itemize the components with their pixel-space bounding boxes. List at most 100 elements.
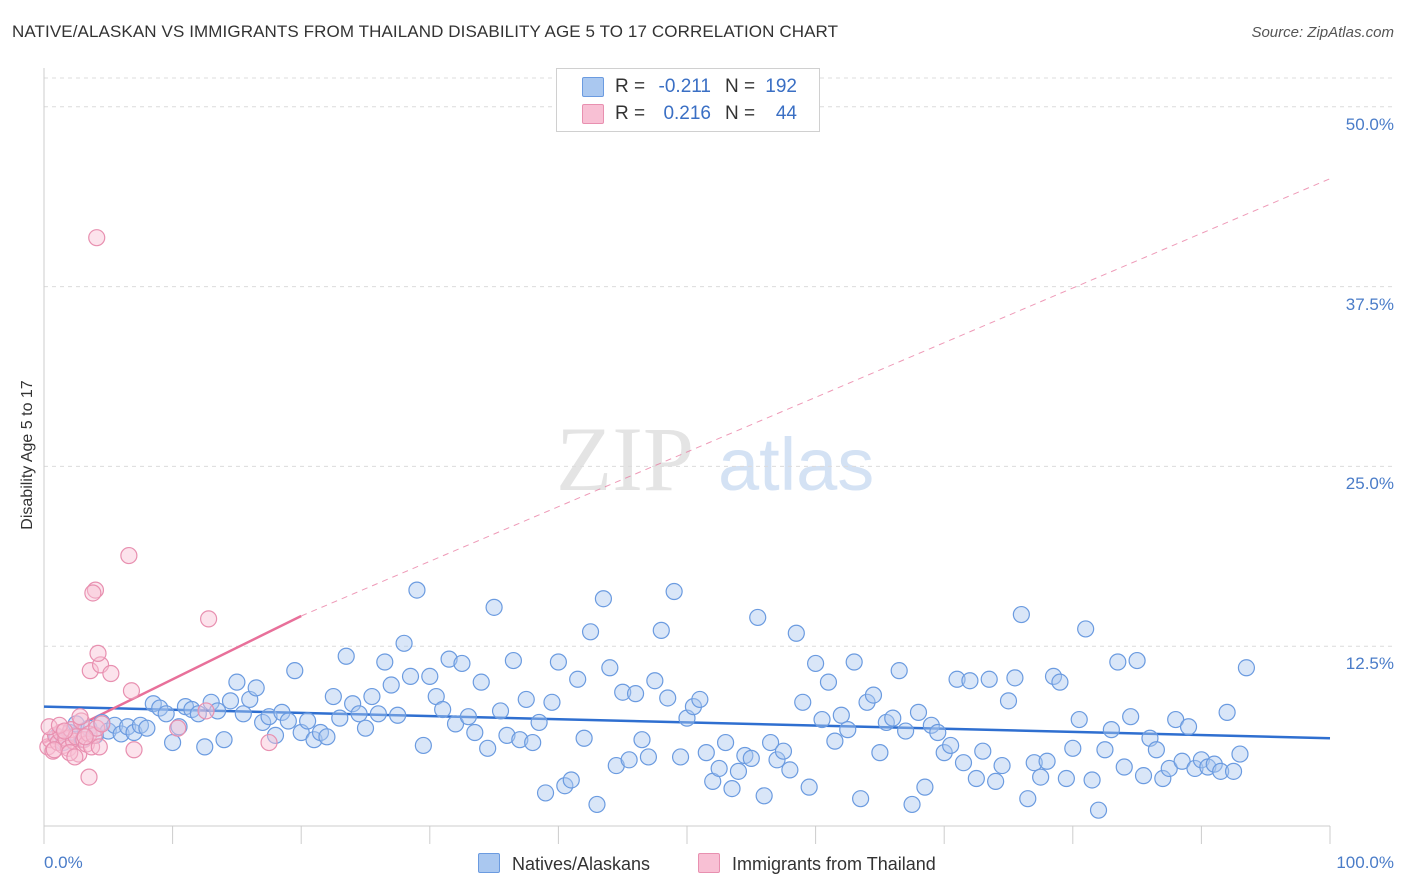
chart-source: Source: ZipAtlas.com (1251, 24, 1394, 41)
data-point-natives (1115, 758, 1133, 776)
data-point-natives (118, 718, 137, 736)
data-point-natives (999, 692, 1018, 710)
data-point-natives (196, 738, 214, 756)
data-point-natives (363, 687, 381, 706)
data-point-natives (967, 769, 985, 788)
data-point-natives (961, 672, 979, 690)
data-point-natives (1102, 721, 1120, 739)
data-point-natives (356, 719, 375, 737)
data-point-natives (794, 693, 812, 711)
y-tick-label: 12.5% (1345, 654, 1394, 674)
data-point-natives (254, 713, 272, 732)
data-point-natives (819, 673, 838, 691)
data-point-natives (401, 667, 420, 686)
watermark-zip: ZIP (556, 408, 694, 510)
data-point-thailand (169, 719, 187, 737)
data-point-natives (569, 670, 587, 688)
y-tick-label: 37.5% (1345, 294, 1394, 314)
data-point-natives (286, 662, 304, 680)
data-point-thailand (200, 610, 218, 628)
trend-line-natives (43, 705, 1331, 740)
data-point-natives (106, 716, 124, 734)
data-point-natives (755, 787, 773, 805)
data-point-thailand (45, 741, 63, 759)
data-point-thailand (125, 741, 143, 759)
data-point-thailand (260, 733, 278, 752)
data-point-natives (832, 706, 850, 724)
data-point-natives (491, 702, 510, 720)
natives-r-label: R = (615, 76, 646, 97)
data-point-natives (504, 651, 522, 670)
data-point-natives (389, 706, 407, 724)
data-point-natives (935, 744, 953, 762)
data-point-natives (1231, 745, 1249, 763)
data-point-natives (1083, 771, 1101, 789)
data-point-natives (884, 709, 902, 727)
data-point-natives (260, 708, 278, 726)
data-point-natives (954, 754, 973, 772)
data-point-natives (164, 733, 182, 752)
data-point-natives (974, 742, 992, 760)
data-point-natives (716, 733, 735, 752)
data-point-natives (530, 713, 548, 732)
data-point-natives (369, 705, 387, 723)
data-point-thailand (81, 662, 99, 680)
legend-thailand[interactable]: Immigrants from Thailand (698, 853, 936, 875)
chart-title: NATIVE/ALASKAN VS IMMIGRANTS FROM THAILA… (12, 22, 839, 41)
data-point-natives (1224, 762, 1243, 780)
data-point-natives (774, 742, 793, 760)
y-tick-label: 25.0% (1345, 474, 1394, 494)
data-point-natives (1025, 754, 1043, 772)
legend-thailand-swatch (698, 853, 720, 873)
thailand-r-value: 0.216 (663, 103, 711, 124)
data-point-natives (768, 751, 786, 769)
legend-natives[interactable]: Natives/Alaskans (478, 853, 650, 875)
data-point-natives (723, 779, 741, 798)
data-point-natives (710, 759, 728, 778)
legend-natives-label: Natives/Alaskans (512, 854, 651, 874)
data-point-thailand (55, 722, 74, 740)
data-point-natives (897, 722, 915, 740)
data-point-natives (1012, 605, 1030, 624)
data-point-thailand (71, 708, 89, 726)
data-point-thailand (66, 748, 84, 766)
data-point-natives (781, 761, 799, 779)
data-point-natives (581, 623, 600, 641)
data-point-natives (472, 673, 490, 691)
thailand-n-label: N = (725, 103, 756, 124)
data-point-natives (800, 778, 818, 796)
data-point-natives (1122, 708, 1140, 726)
data-point-thailand (80, 768, 98, 786)
data-point-natives (659, 689, 677, 707)
data-point-natives (414, 736, 432, 755)
data-point-natives (1064, 739, 1082, 757)
data-point-natives (1051, 673, 1069, 691)
data-point-natives (646, 672, 664, 690)
data-point-natives (466, 723, 484, 742)
data-point-natives (228, 673, 246, 691)
natives-r-value: -0.211 (658, 76, 711, 97)
data-point-natives (350, 705, 368, 723)
data-point-natives (1038, 752, 1056, 770)
data-point-natives (942, 736, 960, 755)
data-point-natives (601, 659, 619, 677)
data-point-thailand (88, 229, 106, 247)
data-point-natives (1019, 790, 1037, 808)
data-point-natives (299, 712, 317, 730)
data-point-natives (305, 731, 323, 749)
data-point-natives (987, 772, 1005, 791)
data-point-natives (421, 667, 439, 686)
trend-line-extension (301, 178, 1331, 617)
data-point-natives (633, 731, 651, 749)
data-point-thailand (102, 664, 120, 683)
data-point-natives (543, 693, 561, 711)
data-point-natives (549, 653, 568, 671)
data-point-natives (813, 710, 831, 729)
data-point-natives (247, 679, 265, 697)
data-point-natives (1173, 752, 1191, 770)
data-point-natives (993, 756, 1011, 775)
data-point-natives (536, 784, 555, 802)
data-point-natives (1147, 741, 1165, 759)
data-point-natives (395, 634, 413, 652)
